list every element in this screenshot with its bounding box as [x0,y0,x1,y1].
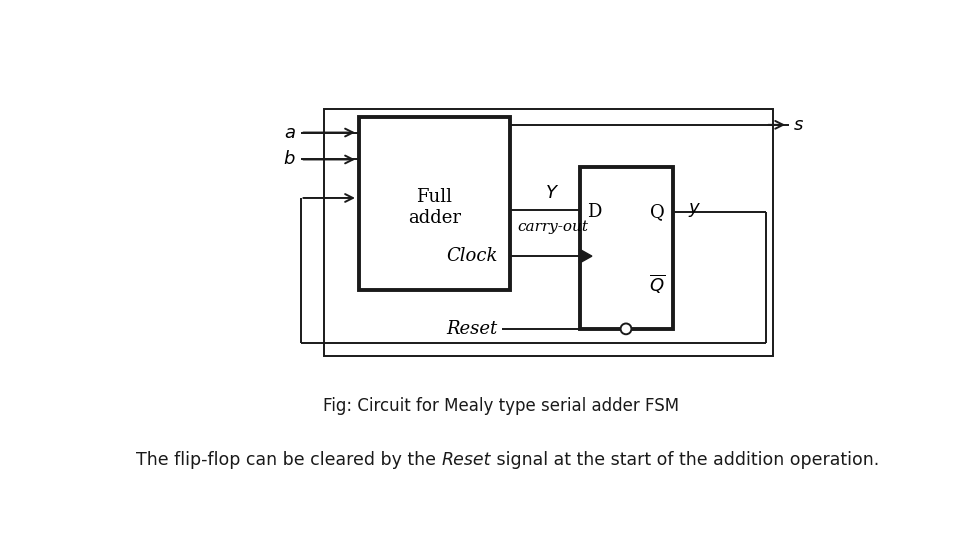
Text: $\overline{Q}$: $\overline{Q}$ [648,272,664,295]
Text: $Y$: $Y$ [545,184,559,202]
Bar [579,167,672,329]
Polygon shape [579,249,591,263]
Text: $s$: $s$ [791,116,803,134]
Circle shape [620,324,631,334]
Text: D: D [586,203,601,221]
Text: Reset: Reset [442,451,490,469]
Text: signal at the start of the addition operation.: signal at the start of the addition oper… [490,451,878,469]
Text: The flip-flop can be cleared by the: The flip-flop can be cleared by the [136,451,442,469]
Text: Reset: Reset [446,320,497,338]
Bar [359,117,509,290]
Text: $a$: $a$ [283,124,296,141]
Text: Clock: Clock [446,247,497,265]
Text: $y$: $y$ [687,201,701,219]
Text: carry-out: carry-out [517,220,587,234]
Text: Fig: Circuit for Mealy type serial adder FSM: Fig: Circuit for Mealy type serial adder… [322,397,679,415]
Bar [323,110,773,356]
Text: Q: Q [650,203,664,221]
Text: Full
adder: Full adder [407,188,460,227]
Text: $b$: $b$ [283,150,296,168]
